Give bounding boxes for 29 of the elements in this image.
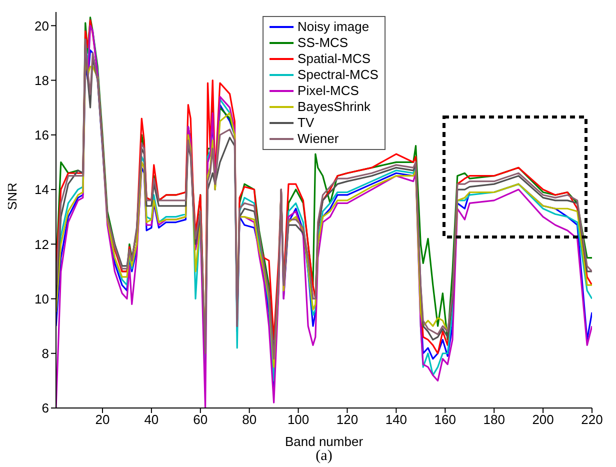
legend-label: Noisy image [298,19,370,35]
y-tick-label: 12 [34,236,49,252]
x-tick-label: 160 [434,412,456,428]
x-tick-label: 80 [242,412,257,428]
y-tick-label: 18 [34,72,49,88]
y-tick-label: 16 [34,128,49,143]
legend-label: Spectral-MCS [298,67,378,83]
legend-label: BayesShrink [298,99,371,115]
x-tick-label: 40 [144,412,159,428]
x-axis-title: Band number [284,434,364,449]
y-tick-label: 10 [34,291,49,306]
legend-label: Wiener [298,131,339,147]
x-tick-label: 60 [193,412,208,428]
x-tick-label: 20 [95,412,110,428]
x-tick-label: 120 [336,412,358,428]
x-tick-label: 140 [385,412,408,428]
x-tick-label: 180 [483,412,505,428]
legend-label: Spatial-MCS [298,51,371,67]
text: (a) [314,448,334,465]
legend-label: Pixel-MCS [298,83,359,99]
y-tick-label: 20 [34,18,49,34]
y-tick-label: 8 [42,346,49,361]
y-tick-label: 14 [34,182,49,198]
legend-label: TV [298,115,314,131]
x-tick-label: 200 [532,412,554,428]
y-tick-label: 6 [42,400,49,416]
x-tick-label: 100 [287,412,310,428]
legend-label: SS-MCS [298,35,348,51]
x-tick-label: 220 [581,412,603,428]
